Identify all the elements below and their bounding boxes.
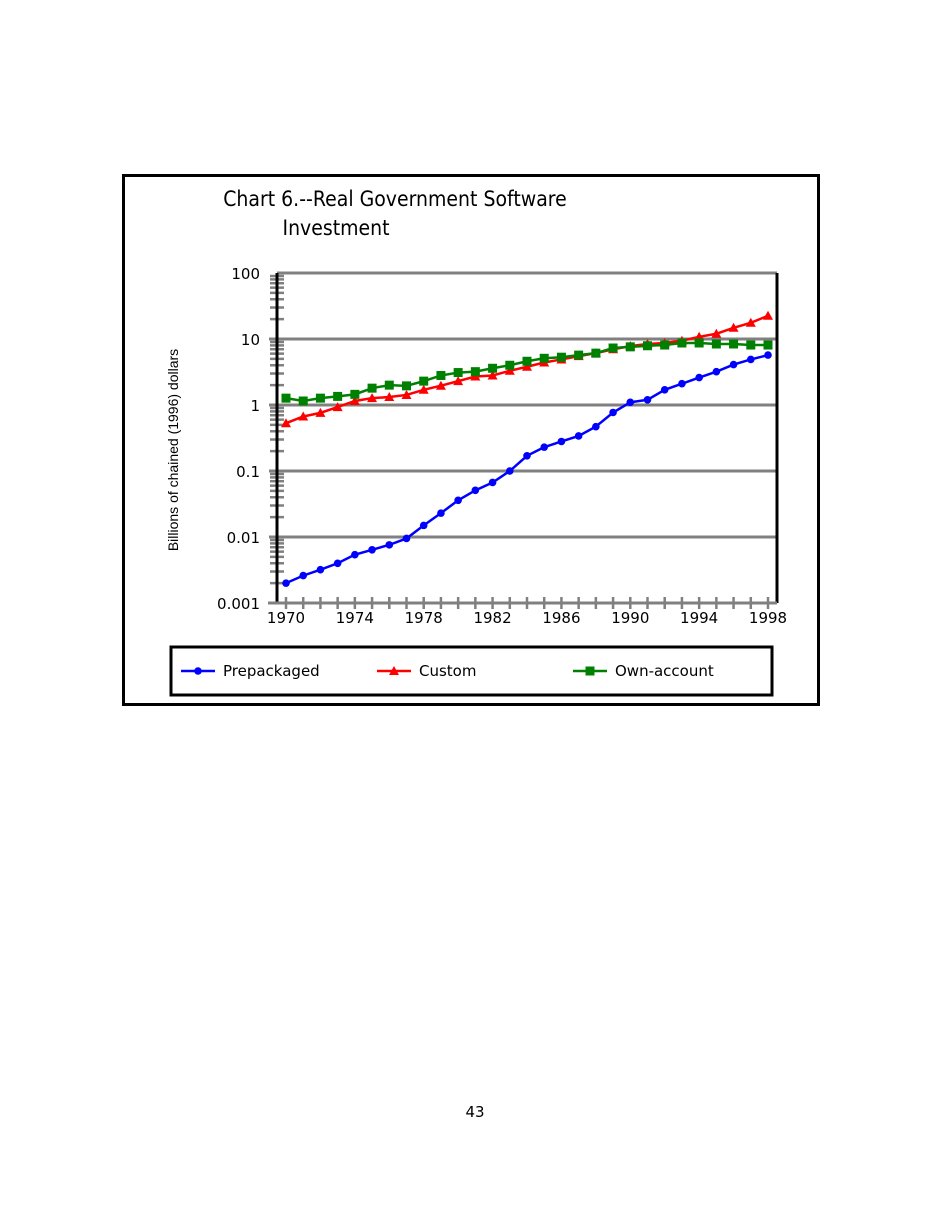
chart-title-line-2: Investment	[282, 216, 390, 240]
series-prepackaged	[282, 351, 772, 587]
x-tick-label: 1994	[680, 609, 718, 627]
chart-title: Chart 6.--Real Government Software Inves…	[125, 185, 665, 243]
y-tick-label: 1	[250, 397, 260, 415]
legend-item-prepackaged: Prepackaged	[181, 662, 320, 680]
x-tick-label: 1974	[336, 609, 374, 627]
x-tick-label: 1990	[611, 609, 649, 627]
y-tick-label: 0.1	[236, 463, 260, 481]
series-custom	[281, 310, 773, 428]
chart-title-line-1: Chart 6.--Real Government Software	[223, 187, 567, 211]
x-tick-label: 1970	[267, 609, 305, 627]
legend-item-own-account: Own-account	[573, 662, 714, 680]
svg-text:Own-account: Own-account	[615, 662, 714, 680]
x-tick-label: 1982	[473, 609, 511, 627]
legend-item-custom: Custom	[377, 662, 476, 680]
y-tick-label: 0.01	[227, 529, 260, 547]
svg-text:Prepackaged: Prepackaged	[223, 662, 320, 680]
y-tick-label: 0.001	[217, 595, 260, 613]
legend: Prepackaged Custom Own-account	[169, 645, 774, 697]
x-tick-label: 1998	[749, 609, 787, 627]
svg-text:Custom: Custom	[419, 662, 476, 680]
y-tick-label: 100	[231, 265, 260, 283]
page-number: 43	[465, 1103, 485, 1121]
y-tick-label: 10	[241, 331, 260, 349]
x-tick-label: 1986	[542, 609, 580, 627]
chart-frame: Chart 6.--Real Government Software Inves…	[122, 174, 820, 706]
y-axis-label: Billions of chained (1996) dollars	[165, 349, 181, 551]
x-tick-label: 1978	[405, 609, 443, 627]
series-own-account	[281, 338, 773, 406]
